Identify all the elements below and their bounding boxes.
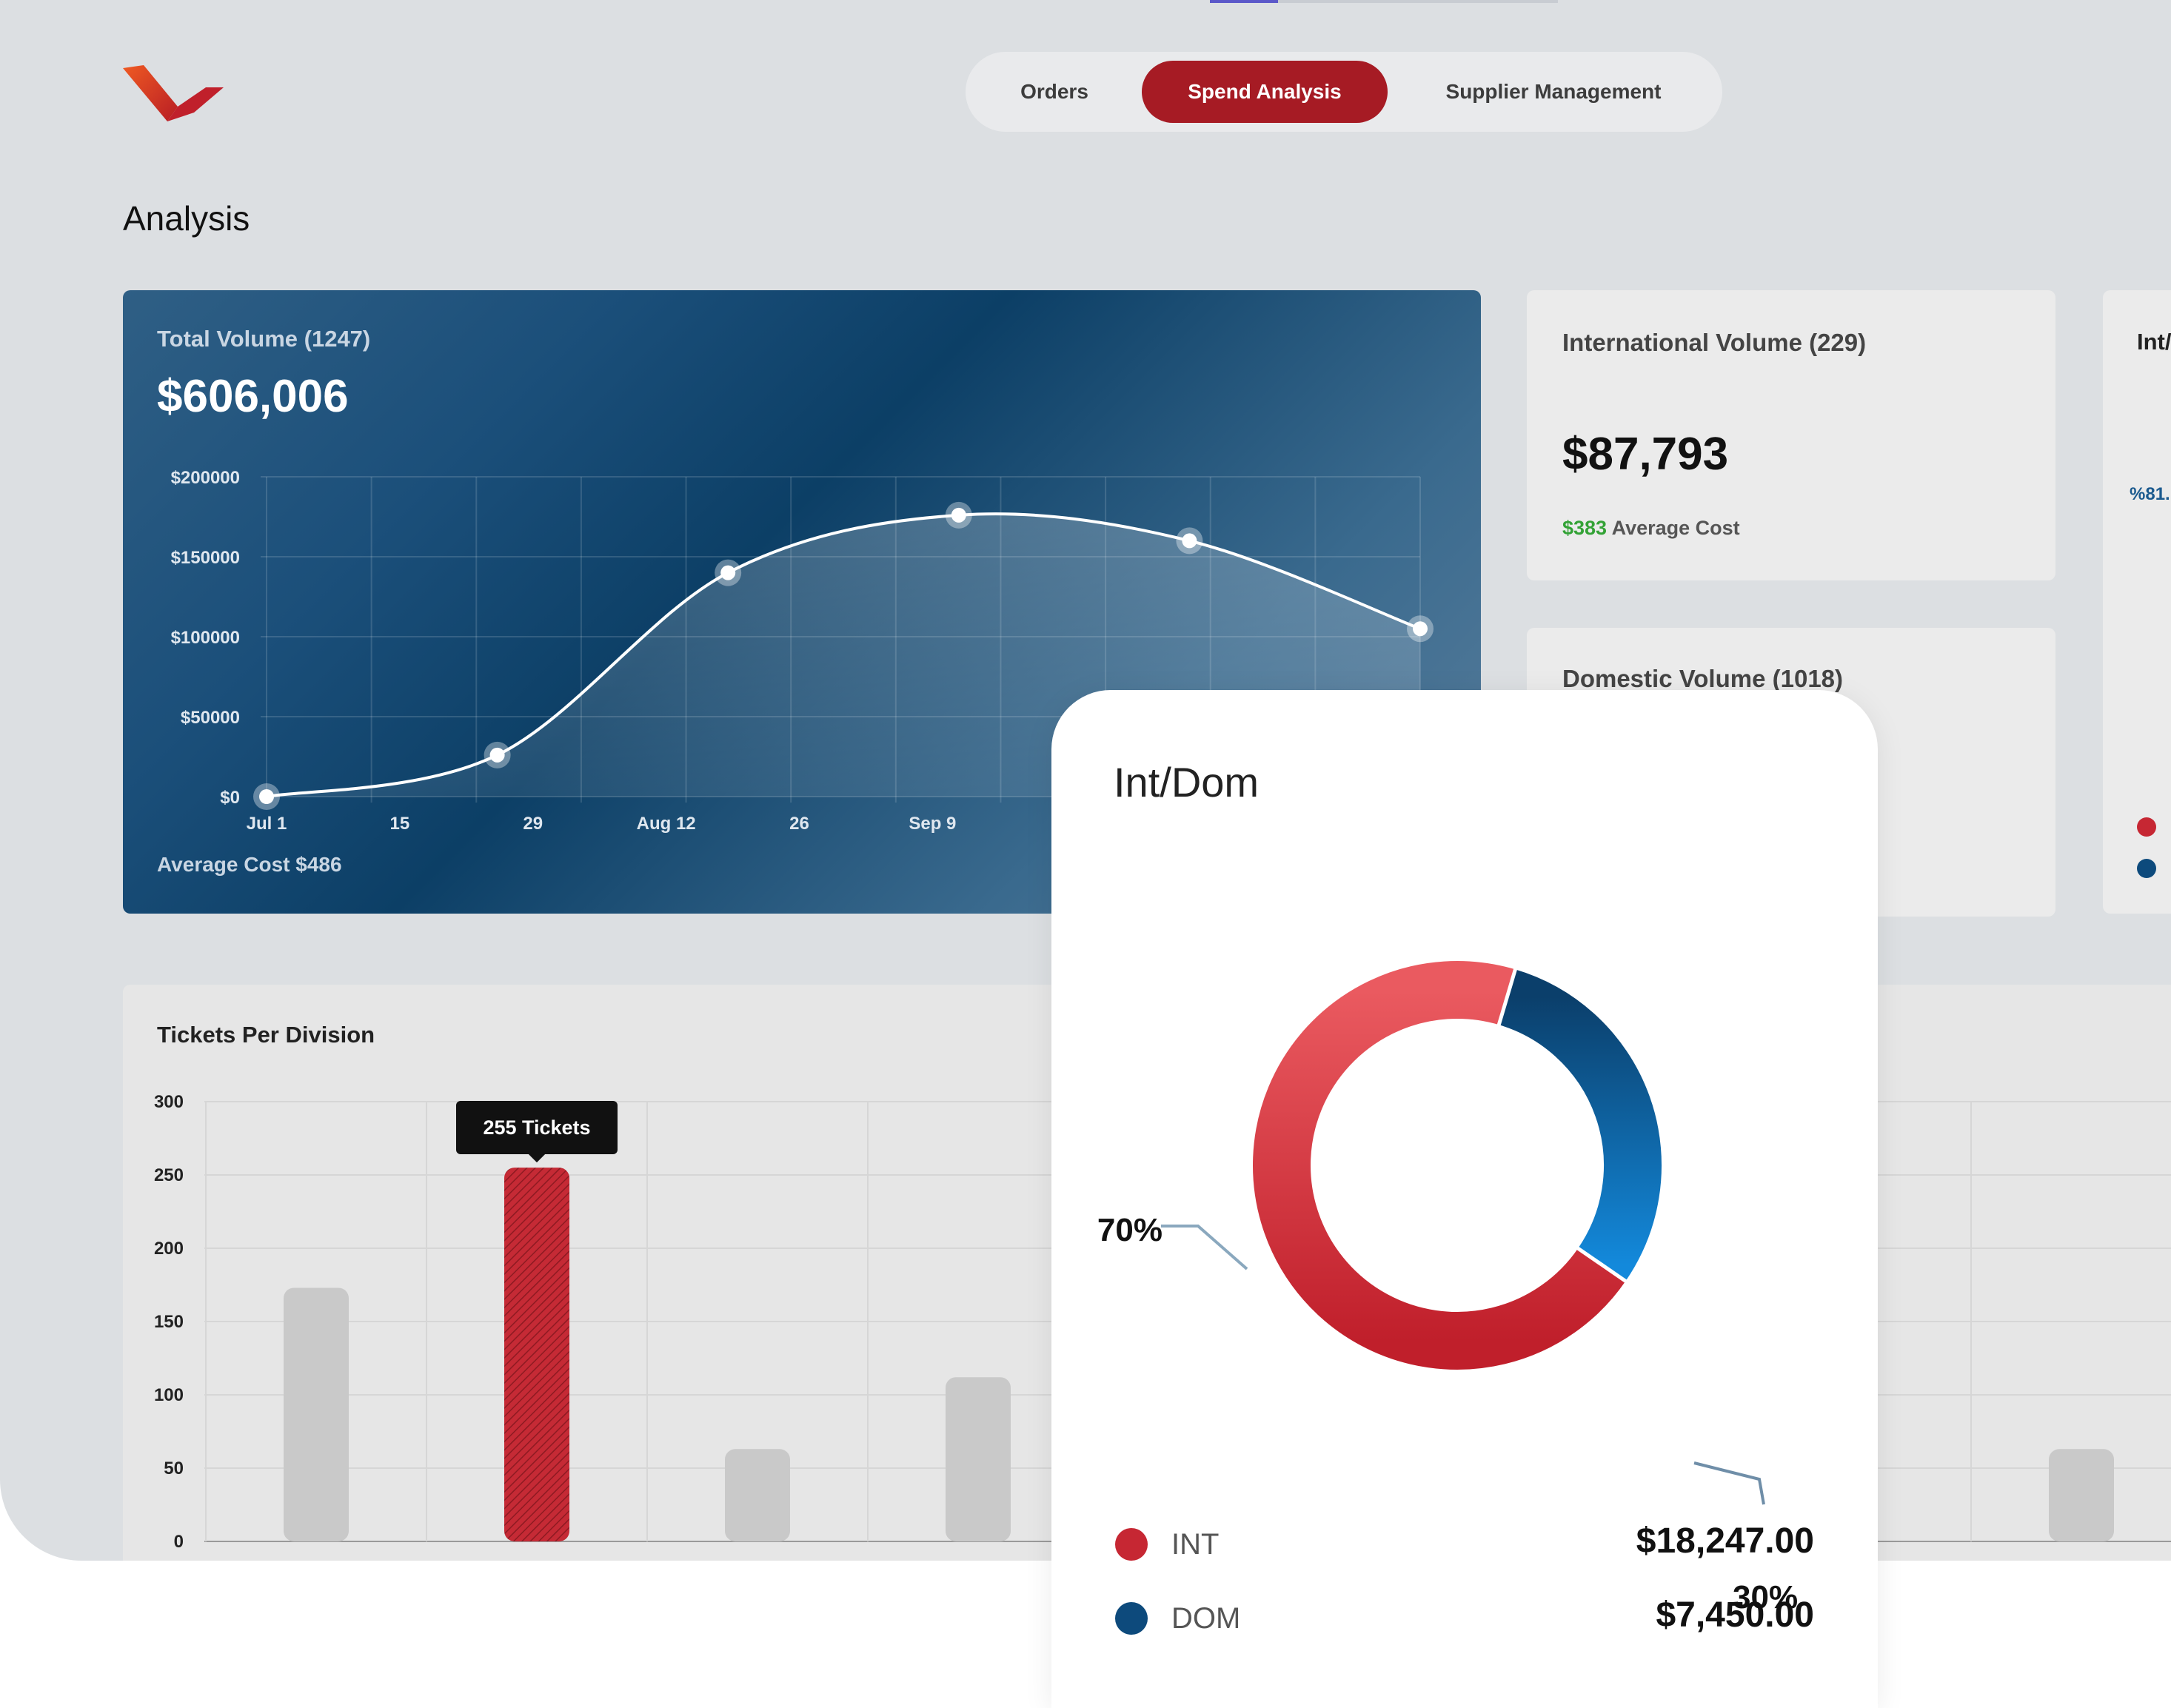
bar	[284, 1287, 349, 1541]
donut-slice-int	[1253, 961, 1626, 1370]
y-tick-label: 50	[164, 1459, 184, 1478]
side-legend-int-dot	[2137, 817, 2156, 837]
international-volume-card: International Volume (229) $87,793 $383 …	[1527, 290, 2055, 580]
data-point	[259, 789, 274, 804]
y-tick-label: $50000	[181, 708, 240, 728]
international-average-value: $383	[1562, 517, 1608, 539]
y-tick-label: 300	[154, 1092, 184, 1112]
bar-tooltip: 255 Tickets	[456, 1101, 618, 1155]
int-leader-line	[1161, 1225, 1248, 1270]
brand-logo-icon	[123, 65, 224, 121]
y-tick-label: 250	[154, 1165, 184, 1185]
legend-dom-value: $7,450.00	[1656, 1595, 1814, 1635]
int-dom-donut-chart: 70% 30%	[1097, 961, 1798, 1615]
y-tick-label: $200000	[171, 468, 240, 488]
legend-int-dot	[1115, 1528, 1148, 1561]
page-title: Analysis	[123, 199, 250, 238]
y-tick-label: $0	[220, 788, 240, 808]
side-legend-dom-dot	[2137, 859, 2156, 878]
international-average-label: Average Cost	[1611, 517, 1740, 539]
main-nav: Orders Spend Analysis Supplier Managemen…	[966, 52, 1722, 132]
y-tick-label: 200	[154, 1239, 184, 1259]
legend-int-label: INT	[1171, 1528, 1220, 1561]
y-tick-label: 100	[154, 1385, 184, 1405]
donut-slice-dom	[1498, 969, 1662, 1282]
bar	[725, 1449, 790, 1541]
y-tick-label: 150	[154, 1312, 184, 1332]
int-percent-label: 70%	[1097, 1212, 1163, 1248]
tooltip-arrow	[528, 1153, 546, 1163]
total-volume-value: $606,006	[157, 371, 349, 422]
int-dom-title: Int/Dom	[1114, 759, 1260, 806]
total-average-cost: Average Cost $486	[157, 853, 342, 876]
tab-spend-analysis[interactable]: Spend Analysis	[1142, 61, 1388, 123]
data-point	[720, 565, 736, 580]
x-tick-label: Aug 12	[637, 814, 696, 834]
donut-separator	[1576, 1245, 1628, 1284]
x-tick-label: 15	[390, 814, 410, 834]
x-tick-label: 29	[523, 814, 543, 834]
y-tick-label: $100000	[171, 628, 240, 648]
x-tick-label: Jul 1	[247, 814, 287, 834]
side-card-percent: %81.	[2130, 484, 2170, 504]
tab-supplier-management[interactable]: Supplier Management	[1445, 80, 1662, 103]
side-card-label: Int/	[2137, 329, 2171, 355]
dom-percent-label: 30%	[1733, 1579, 1798, 1615]
domestic-volume-label: Domestic Volume (1018)	[1562, 665, 1844, 692]
international-average-cost: $383 Average Cost	[1562, 517, 1740, 540]
total-volume-label: Total Volume (1247)	[157, 326, 371, 352]
tickets-card-title: Tickets Per Division	[157, 1022, 375, 1048]
legend-dom-label: DOM	[1171, 1602, 1241, 1635]
x-tick-label: Sep 9	[909, 814, 956, 834]
data-point	[1182, 533, 1197, 549]
data-point	[1413, 621, 1428, 637]
y-tick-label: $150000	[171, 548, 240, 568]
bar	[2049, 1449, 2114, 1541]
bar	[946, 1377, 1011, 1541]
x-tick-label: 26	[789, 814, 809, 834]
legend-dom-dot	[1115, 1602, 1148, 1635]
int-dom-side-card: Int/ %81.	[2103, 290, 2171, 914]
donut-separator	[1496, 967, 1518, 1027]
int-dom-card: Int/Dom 70% 30% INT $18,247.00 DOM $7,450…	[1051, 690, 1878, 1708]
volume-line	[266, 512, 1421, 798]
tab-orders[interactable]: Orders	[1020, 80, 1088, 103]
legend-int-value: $18,247.00	[1636, 1521, 1814, 1561]
data-point	[951, 507, 966, 523]
international-volume-value: $87,793	[1562, 429, 1729, 480]
international-volume-label: International Volume (229)	[1562, 329, 1867, 356]
scroll-indicator	[1210, 0, 1558, 3]
y-tick-label: 0	[174, 1532, 184, 1552]
dom-leader-line	[1693, 1461, 1765, 1505]
bar-highlighted	[504, 1168, 569, 1541]
data-point	[489, 747, 505, 763]
